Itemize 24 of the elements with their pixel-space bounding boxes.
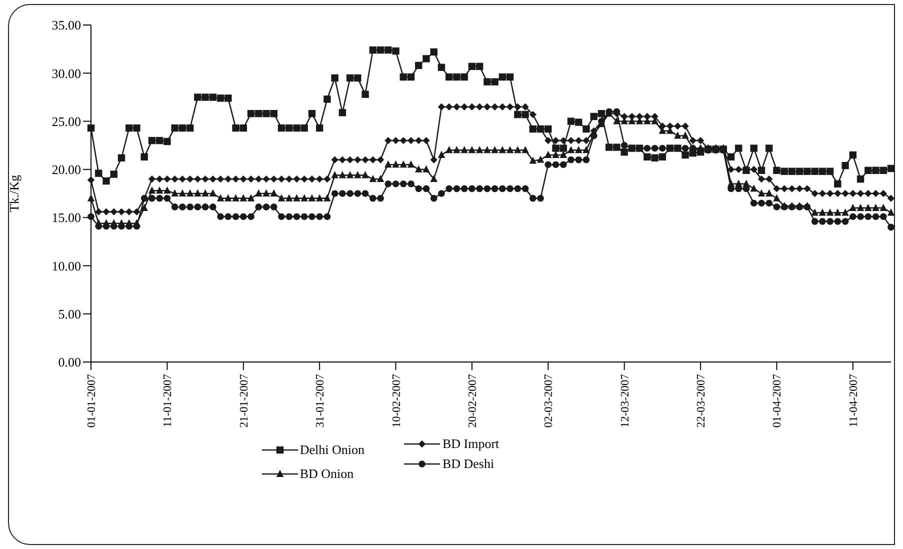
y-tick-label: 25.00 [52, 114, 81, 129]
legend-label: BD Import [442, 436, 500, 452]
y-tick-label: 10.00 [52, 258, 81, 274]
y-axis-title: Tk./Kg [6, 174, 22, 212]
x-tick-label: 20-02-2007 [466, 374, 479, 428]
y-tick-label: 15.00 [52, 210, 81, 226]
y-tick-label: 20.00 [52, 162, 81, 178]
y-tick-label: 5.00 [58, 306, 81, 322]
legend-label: Delhi Onion [300, 442, 364, 458]
legend-label: BD Onion [300, 466, 354, 482]
x-tick-label: 12-03-2007 [619, 374, 632, 428]
y-tick-label: 30.00 [52, 66, 81, 81]
legend-label: BD Deshi [442, 456, 494, 472]
x-tick-label: 02-03-2007 [543, 374, 556, 428]
x-tick-label: 11-04-2007 [848, 374, 860, 428]
x-tick-label: 21-01-2007 [238, 374, 250, 428]
x-tick-label: 01-01-2007 [86, 374, 98, 428]
x-tick-label: 10-02-2007 [390, 374, 403, 428]
x-tick-label: 31-01-2007 [314, 374, 327, 428]
x-tick-label: 11-01-2007 [162, 374, 174, 428]
x-tick-label: 01-04-2007 [772, 374, 784, 428]
y-tick-label: 35.00 [52, 18, 81, 33]
x-tick-label: 22-03-2007 [696, 374, 708, 428]
y-tick-label: 0.00 [58, 354, 81, 370]
